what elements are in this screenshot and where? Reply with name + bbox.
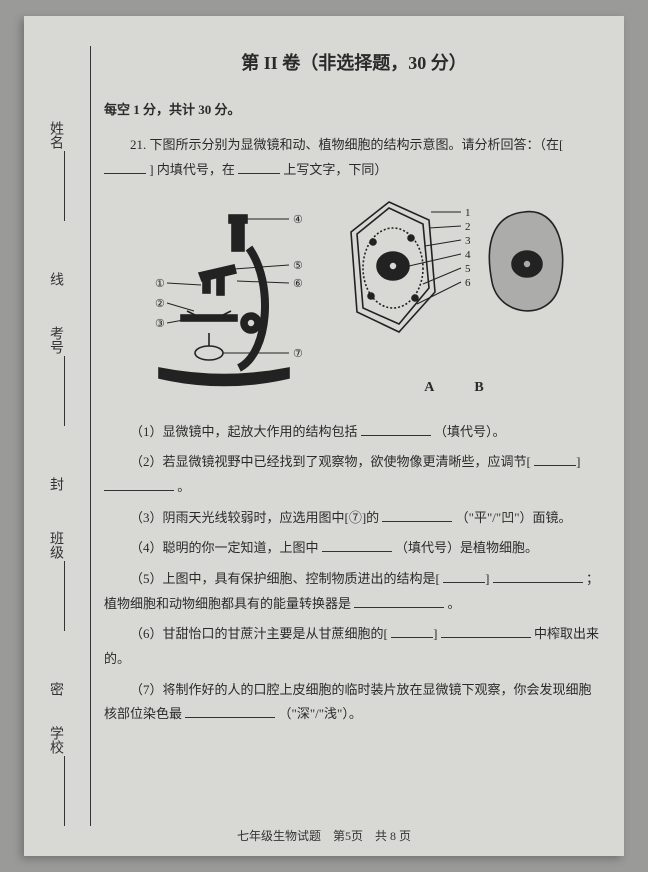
scoring-instruction: 每空 1 分，共计 30 分。 bbox=[104, 98, 604, 123]
q21-7: （7）将制作好的人的口腔上皮细胞的临时装片放在显微镜下观察，你会发现细胞核部位染… bbox=[104, 678, 604, 727]
callout-7: ⑦ bbox=[293, 348, 303, 360]
q21-2: （2）若显微镜视野中已经找到了观察物，欲使物像更清晰些，应调节[ ] 。 bbox=[104, 450, 604, 499]
q21-5-blank-a bbox=[443, 570, 485, 583]
q21-line-blank bbox=[238, 161, 280, 174]
q21-bracket-blank bbox=[104, 161, 146, 174]
figure-row: ① ② ③ ④ ⑤ ⑥ ⑦ bbox=[104, 192, 604, 401]
q21-1-post: （填代号）。 bbox=[434, 424, 506, 439]
q21-3-pre: （3）阴雨天光线较弱时，应选用图中[⑦]的 bbox=[130, 510, 379, 525]
callout-1: ① bbox=[155, 278, 165, 290]
q21-3: （3）阴雨天光线较弱时，应选用图中[⑦]的 （"平"/"凹"）面镜。 bbox=[104, 506, 604, 531]
q21-text-b: ] 内填代号，在 bbox=[149, 162, 235, 177]
q21-7-blank bbox=[185, 705, 275, 718]
q21-number: 21. bbox=[130, 137, 146, 152]
q21-5-pre: （5）上图中，具有保护细胞、控制物质进出的结构是[ bbox=[130, 571, 440, 586]
gutter-school-blank bbox=[64, 756, 65, 826]
q21-text-c: 上写文字，下同） bbox=[283, 162, 387, 177]
q21-4-blank bbox=[322, 539, 392, 552]
q21-1-blank bbox=[361, 423, 431, 436]
gutter-class: 班级 bbox=[45, 531, 65, 631]
q21-4: （4）聪明的你一定知道，上图中 （填代号）是植物细胞。 bbox=[104, 536, 604, 561]
gutter-name: 姓名 bbox=[45, 121, 65, 221]
gutter-xian: 线 bbox=[45, 272, 65, 286]
label-A: A bbox=[424, 380, 474, 395]
q21-6-pre: （6）甘甜怡口的甘蔗汁主要是从甘蔗细胞的[ bbox=[130, 626, 388, 641]
callout-2: ② bbox=[155, 298, 165, 310]
gutter-number-blank bbox=[64, 356, 65, 426]
cell-callout-4: 4 bbox=[465, 249, 471, 261]
q21-2-post: 。 bbox=[177, 479, 190, 494]
cells-labels: AB bbox=[339, 375, 569, 402]
gutter-feng: 封 bbox=[45, 477, 65, 491]
q21-2-pre: （2）若显微镜视野中已经找到了观察物，欲使物像更清晰些，应调节[ bbox=[130, 454, 531, 469]
q21-4-pre: （4）聪明的你一定知道，上图中 bbox=[130, 540, 319, 555]
q21-2-blank-a bbox=[534, 453, 576, 466]
callout-5: ⑤ bbox=[293, 260, 303, 272]
section-title: 第 II 卷（非选择题，30 分） bbox=[104, 46, 604, 80]
figure-microscope: ① ② ③ ④ ⑤ ⑥ ⑦ bbox=[139, 203, 309, 402]
content: 第 II 卷（非选择题，30 分） 每空 1 分，共计 30 分。 21. 下图… bbox=[104, 46, 604, 727]
q21-6-blank-a bbox=[391, 625, 433, 638]
cell-callout-5: 5 bbox=[465, 263, 471, 275]
gutter-name-blank bbox=[64, 151, 65, 221]
q21-4-post: （填代号）是植物细胞。 bbox=[395, 540, 538, 555]
q21-5-blank-c bbox=[354, 595, 444, 608]
label-B: B bbox=[474, 380, 523, 395]
gutter-rule bbox=[90, 46, 91, 826]
q21-5: （5）上图中，具有保护细胞、控制物质进出的结构是[ ] ；植物细胞和动物细胞都具… bbox=[104, 567, 604, 616]
cell-callout-6: 6 bbox=[465, 277, 471, 289]
gutter-number: 考号 bbox=[45, 326, 65, 426]
q21-3-post: （"平"/"凹"）面镜。 bbox=[456, 510, 572, 525]
gutter-school-label: 学校 bbox=[45, 726, 65, 754]
gutter-number-label: 考号 bbox=[45, 326, 65, 354]
exam-page: 学校 密 班级 封 考号 线 姓名 第 II 卷（非选择题，30 分） 每空 1… bbox=[24, 16, 624, 856]
cell-callout-1: 1 bbox=[465, 207, 471, 219]
gutter-class-blank bbox=[64, 561, 65, 631]
q21-text-a: 下图所示分别为显微镜和动、植物细胞的结构示意图。请分析回答：（在[ bbox=[150, 137, 564, 152]
q21-1-pre: （1）显微镜中，起放大作用的结构包括 bbox=[130, 424, 358, 439]
q21-6-blank-b bbox=[441, 625, 531, 638]
gutter-class-label: 班级 bbox=[45, 531, 65, 559]
gutter-mi: 密 bbox=[45, 682, 65, 696]
q21-5-blank-b bbox=[493, 570, 583, 583]
binding-gutter: 学校 密 班级 封 考号 线 姓名 bbox=[42, 46, 97, 826]
gutter-school: 学校 bbox=[45, 726, 65, 826]
q21-1: （1）显微镜中，起放大作用的结构包括 （填代号）。 bbox=[104, 420, 604, 445]
q21-2-blank-b bbox=[104, 478, 174, 491]
q21-7-post: （"深"/"浅"）。 bbox=[279, 706, 362, 721]
figure-cells: 1 2 3 4 5 6 AB bbox=[339, 192, 569, 401]
page-footer: 七年级生物试题 第5页 共 8 页 bbox=[24, 827, 624, 844]
q21-3-blank bbox=[382, 509, 452, 522]
q21-stem: 21. 下图所示分别为显微镜和动、植物细胞的结构示意图。请分析回答：（在[ ] … bbox=[104, 133, 604, 182]
gutter-name-label: 姓名 bbox=[45, 121, 65, 149]
cell-callout-3: 3 bbox=[465, 235, 471, 247]
callout-3: ③ bbox=[155, 318, 165, 330]
q21-5-post: 。 bbox=[448, 596, 461, 611]
callout-4: ④ bbox=[293, 214, 303, 226]
q21-6: （6）甘甜怡口的甘蔗汁主要是从甘蔗细胞的[ ] 中榨取出来的。 bbox=[104, 622, 604, 671]
callout-6: ⑥ bbox=[293, 278, 303, 290]
cells-svg: 1 2 3 4 5 6 bbox=[339, 192, 569, 362]
microscope-svg: ① ② ③ ④ ⑤ ⑥ ⑦ bbox=[139, 203, 309, 393]
cell-callout-2: 2 bbox=[465, 221, 471, 233]
